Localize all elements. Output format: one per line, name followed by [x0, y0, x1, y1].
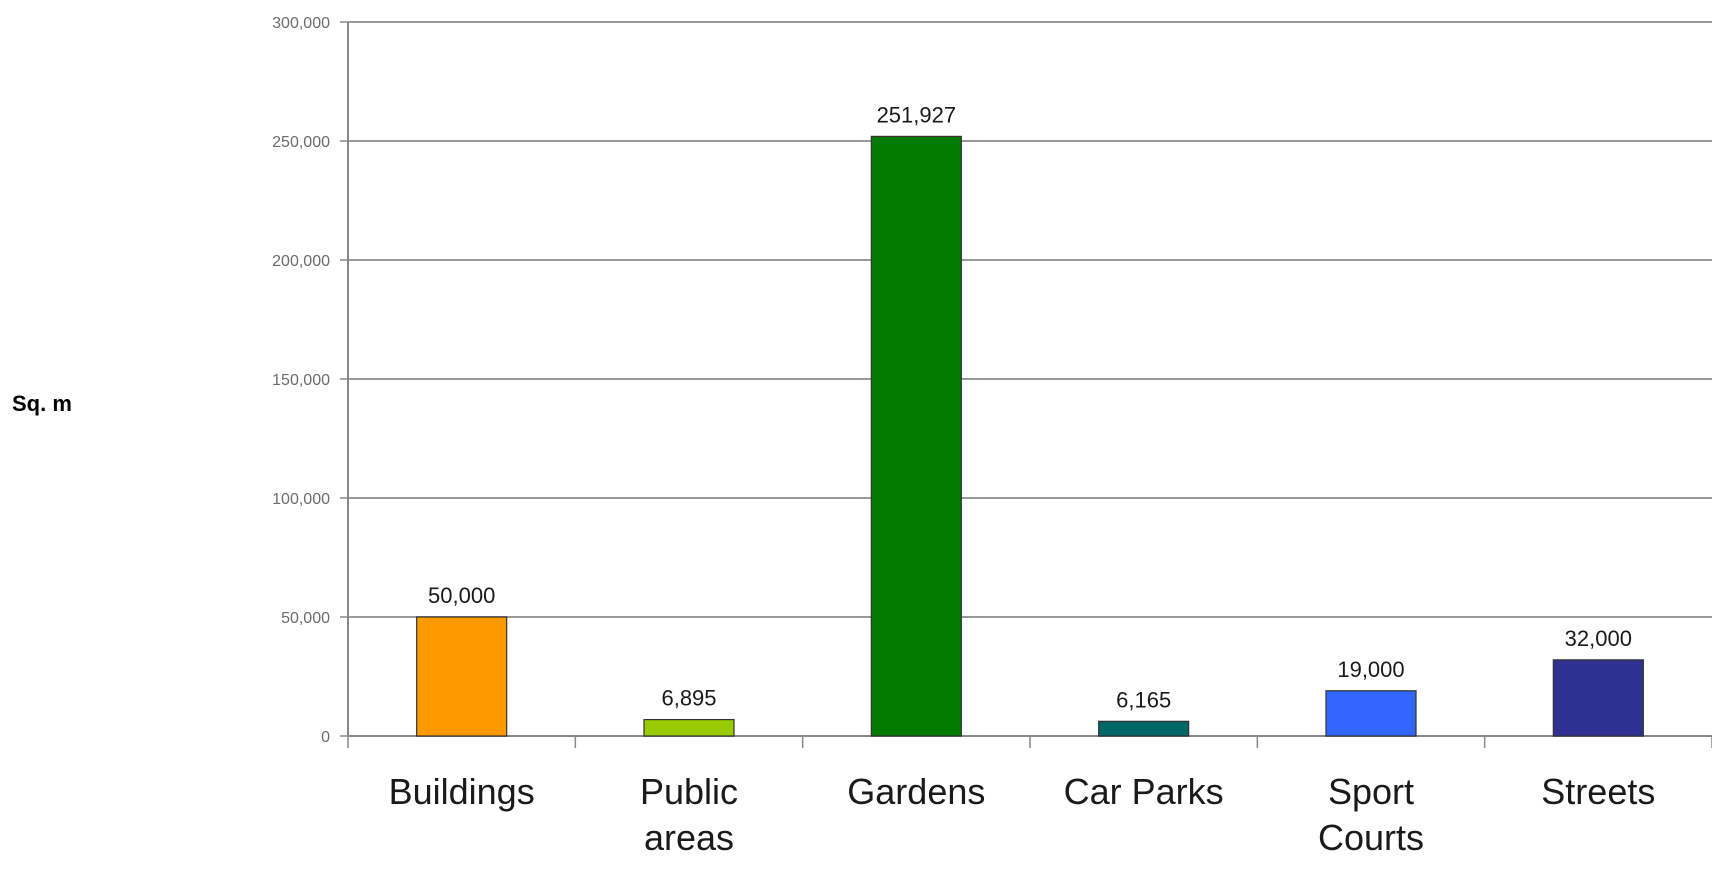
y-tick-label: 150,000: [272, 372, 330, 389]
x-tick-label: Public areas: [640, 771, 738, 858]
data-label: 32,000: [1565, 626, 1632, 651]
y-tick-label: 0: [321, 729, 330, 746]
bar: [1552, 659, 1644, 737]
data-label: 19,000: [1337, 657, 1404, 682]
data-label: 6,895: [661, 686, 716, 711]
y-tick-label: 300,000: [272, 15, 330, 32]
y-axis-label: Sq. m: [12, 391, 72, 416]
axes: [340, 21, 1712, 748]
data-label: 251,927: [877, 102, 957, 127]
bar: [643, 718, 735, 737]
labels: 0 50,000 100,000 150,000 200,000 250,000 300,0…: [272, 15, 1655, 858]
x-tick-label: Sport Courts: [1318, 771, 1424, 858]
gridlines: [348, 21, 1712, 618]
data-label: 50,000: [428, 583, 495, 608]
bar: [416, 616, 508, 737]
x-tick-label: Gardens: [847, 771, 985, 812]
bar: [1098, 720, 1190, 737]
y-tick-label: 250,000: [272, 134, 330, 151]
y-tick-label: 50,000: [281, 610, 330, 627]
y-tick-label: 200,000: [272, 253, 330, 270]
data-label: 6,165: [1116, 687, 1171, 712]
y-tick-label: 100,000: [272, 491, 330, 508]
bar: [1325, 690, 1417, 737]
bars: [416, 135, 1644, 737]
bar: [870, 135, 962, 737]
x-tick-label: Buildings: [389, 771, 535, 812]
x-tick-label: Streets: [1541, 771, 1655, 812]
x-tick-label: Car Parks: [1064, 771, 1224, 812]
